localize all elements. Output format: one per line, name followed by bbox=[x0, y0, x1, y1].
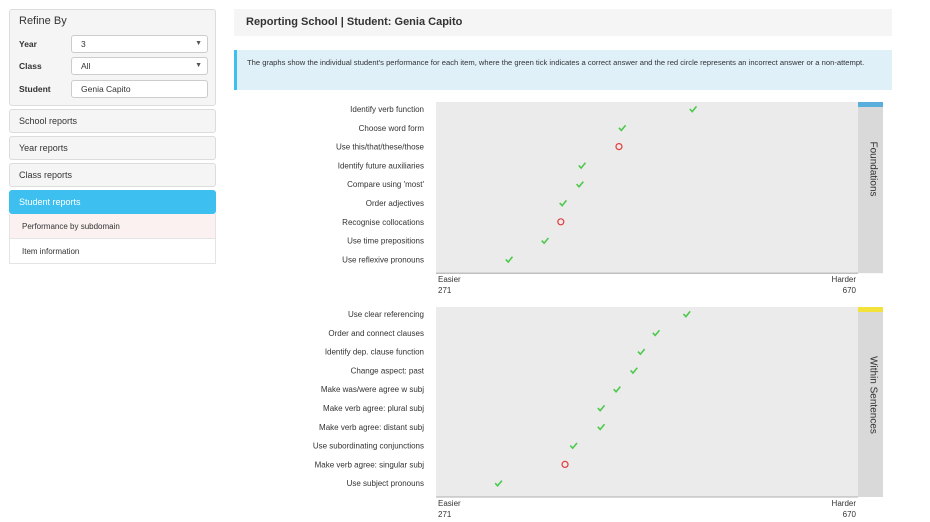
subdomain-label: Within Sentences bbox=[868, 356, 879, 434]
item-label: Use subordinating conjunctions bbox=[313, 442, 424, 451]
student-reports-panel[interactable]: Student reports bbox=[9, 190, 216, 214]
plot-area bbox=[436, 307, 858, 497]
item-label: Use subject pronouns bbox=[347, 479, 424, 488]
item-label: Change aspect: past bbox=[351, 366, 425, 375]
item-label: Make verb agree: singular subj bbox=[315, 460, 425, 469]
correct-tick-mark bbox=[689, 105, 698, 113]
correct-tick-mark bbox=[652, 329, 661, 337]
item-label: Identify dep. clause function bbox=[325, 348, 424, 357]
within-sentences-chart: Within Sentences Use clear referencing Ord… bbox=[234, 305, 894, 520]
easier-label: Easier bbox=[438, 499, 461, 508]
item-label: Use this/that/these/those bbox=[336, 143, 425, 152]
item-label: Make verb agree: distant subj bbox=[319, 423, 424, 432]
correct-tick-mark bbox=[541, 237, 550, 245]
correct-tick-mark bbox=[682, 310, 691, 318]
item-label: Recognise collocations bbox=[342, 218, 424, 227]
item-label: Choose word form bbox=[359, 124, 425, 133]
year-label: Year bbox=[19, 39, 37, 49]
correct-tick-mark bbox=[569, 442, 578, 450]
class-label: Class bbox=[19, 61, 42, 71]
year-select[interactable]: 3 ▼ bbox=[71, 35, 208, 53]
item-label: Order and connect clauses bbox=[328, 329, 424, 338]
correct-tick-mark bbox=[505, 256, 514, 264]
subdomain-color-tab bbox=[858, 102, 883, 107]
plot-area bbox=[436, 102, 858, 274]
chevron-down-icon: ▼ bbox=[195, 62, 202, 69]
max-score-label: 670 bbox=[843, 510, 857, 519]
item-information-link[interactable]: Item information bbox=[9, 239, 216, 264]
student-input[interactable]: Genia Capito bbox=[71, 80, 208, 98]
min-score-label: 271 bbox=[438, 510, 452, 519]
page-title: Reporting School | Student: Genia Capito bbox=[234, 9, 892, 36]
class-select-value: All bbox=[81, 61, 91, 71]
subdomain-color-tab bbox=[858, 307, 883, 312]
correct-tick-mark bbox=[613, 386, 621, 394]
performance-by-subdomain-link[interactable]: Performance by subdomain bbox=[9, 214, 216, 239]
correct-tick-mark bbox=[637, 348, 646, 356]
correct-tick-mark bbox=[618, 124, 627, 132]
item-label: Use time prepositions bbox=[347, 237, 424, 246]
correct-tick-mark bbox=[494, 480, 503, 488]
correct-tick-mark bbox=[578, 162, 587, 170]
item-label: Make verb agree: plural subj bbox=[323, 404, 424, 413]
chevron-down-icon: ▼ bbox=[195, 40, 202, 47]
item-label: Identify verb function bbox=[350, 105, 424, 114]
correct-tick-mark bbox=[597, 423, 606, 431]
max-score-label: 670 bbox=[843, 286, 857, 295]
foundations-chart: Foundations Identify verb function Choose … bbox=[234, 100, 894, 298]
subdomain-strip bbox=[858, 307, 883, 497]
correct-tick-mark bbox=[629, 367, 638, 375]
sidebar: Refine By Year 3 ▼ Class All ▼ Student G… bbox=[9, 9, 216, 264]
correct-tick-mark bbox=[597, 404, 606, 412]
item-label: Identify future auxiliaries bbox=[338, 161, 424, 170]
class-select[interactable]: All ▼ bbox=[71, 57, 208, 75]
refine-title: Refine By bbox=[19, 15, 67, 27]
school-reports-panel[interactable]: School reports bbox=[9, 109, 216, 133]
subdomain-strip bbox=[858, 102, 883, 274]
incorrect-circle-mark bbox=[561, 460, 569, 468]
refine-panel: Refine By Year 3 ▼ Class All ▼ Student G… bbox=[9, 9, 216, 106]
info-alert: The graphs show the individual student's… bbox=[234, 50, 892, 90]
item-label: Use clear referencing bbox=[348, 310, 424, 319]
easier-label: Easier bbox=[438, 275, 461, 284]
subdomain-label: Foundations bbox=[868, 141, 879, 196]
class-reports-panel[interactable]: Class reports bbox=[9, 163, 216, 187]
correct-tick-mark bbox=[576, 181, 584, 189]
item-label: Compare using 'most' bbox=[347, 180, 424, 189]
year-reports-panel[interactable]: Year reports bbox=[9, 136, 216, 160]
incorrect-circle-mark bbox=[615, 142, 623, 151]
within-sentences-chart-svg: Within Sentences Use clear referencing Ord… bbox=[313, 307, 883, 519]
item-label: Make was/were agree w subj bbox=[321, 385, 424, 394]
incorrect-circle-mark bbox=[557, 218, 565, 226]
min-score-label: 271 bbox=[438, 286, 452, 295]
harder-label: Harder bbox=[832, 275, 857, 284]
harder-label: Harder bbox=[832, 499, 857, 508]
item-label: Use reflexive pronouns bbox=[342, 255, 424, 264]
item-label: Order adjectives bbox=[366, 199, 424, 208]
correct-tick-mark bbox=[559, 199, 568, 207]
student-label: Student bbox=[19, 84, 51, 94]
year-select-value: 3 bbox=[81, 39, 86, 49]
foundations-chart-svg: Foundations Identify verb function Choose … bbox=[336, 102, 883, 295]
